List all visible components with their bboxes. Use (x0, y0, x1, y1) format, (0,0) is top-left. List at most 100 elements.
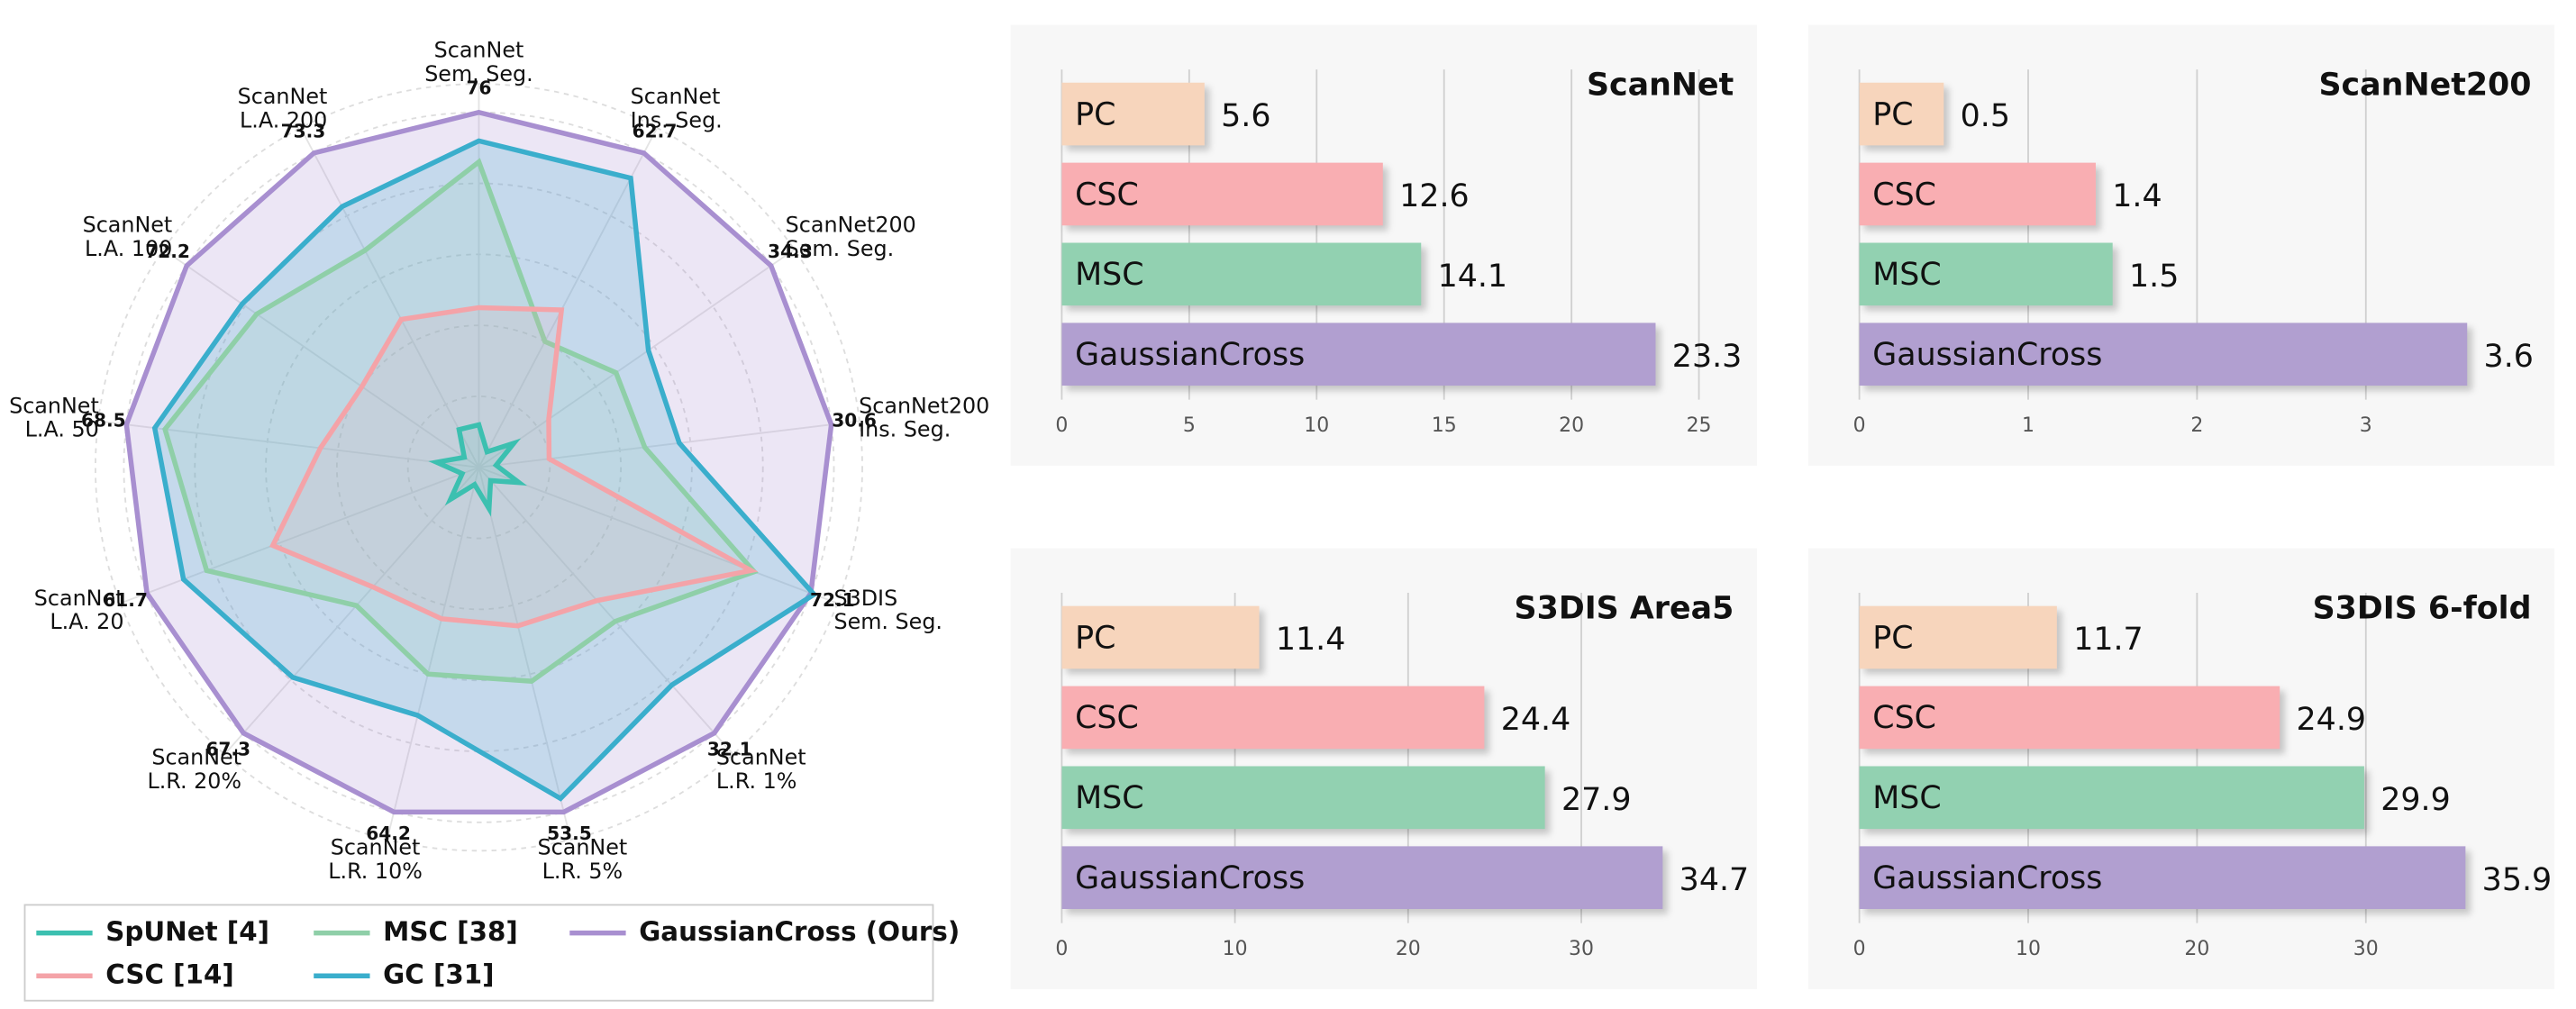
legend-label: GC [31] (383, 959, 494, 990)
radar-axis-label: ScanNet L.A. 20 (34, 585, 124, 633)
category-label: GaussianCross (1872, 337, 2102, 373)
value-label: 12.6 (1399, 178, 1470, 214)
radar-spoke (478, 467, 734, 755)
radar-spoke (120, 466, 479, 604)
x-tick-label: 15 (1432, 414, 1457, 437)
radar-value-label: 72.2 (145, 241, 190, 262)
x-tick-label: 30 (1569, 938, 1594, 960)
radar-axis-label: ScanNet Ins. Seg. (631, 84, 723, 132)
value-label: 1.4 (2112, 178, 2162, 214)
radar-spoke (386, 467, 480, 841)
category-label: MSC (1075, 780, 1143, 816)
category-label: CSC (1075, 700, 1139, 736)
category-label: CSC (1872, 700, 1936, 736)
value-label: 24.4 (1501, 702, 1571, 738)
x-tick-label: 5 (1183, 414, 1196, 437)
value-label: 35.9 (2482, 862, 2553, 898)
category-label: MSC (1872, 257, 1941, 293)
chart-title: S3DIS 6-fold (2313, 590, 2532, 626)
x-tick-label: 10 (1304, 414, 1329, 437)
radar-value-label: 76 (466, 77, 491, 99)
value-label: 27.9 (1561, 782, 1632, 818)
radar-spoke (478, 249, 796, 468)
category-label: GaussianCross (1872, 860, 2102, 896)
x-tick-label: 2 (2190, 414, 2203, 437)
category-label: GaussianCross (1075, 337, 1305, 373)
bar (1061, 766, 1545, 830)
value-label: 3.6 (2484, 339, 2534, 375)
legend-label: SpUNet [4] (105, 916, 269, 947)
radar-axis-label: ScanNet L.R. 10% (328, 834, 423, 883)
x-tick-label: 10 (2016, 938, 2041, 960)
category-label: GaussianCross (1075, 860, 1305, 896)
x-tick-label: 1 (2022, 414, 2034, 437)
x-tick-label: 3 (2360, 414, 2372, 437)
radar-value-label: 53.5 (547, 823, 592, 844)
chart-title: S3DIS Area5 (1515, 590, 1734, 626)
value-label: 11.7 (2073, 622, 2144, 658)
x-tick-label: 20 (2184, 938, 2209, 960)
radar-value-label: 73.3 (281, 121, 326, 142)
radar-axis-label: ScanNet L.R. 20% (147, 744, 241, 793)
radar-grid (335, 324, 623, 611)
radar-axis-label: ScanNet L.R. 1% (716, 744, 806, 793)
legend-label: GaussianCross (Ours) (639, 916, 960, 947)
radar-spoke (162, 249, 480, 468)
radar-value-label: 64.2 (366, 823, 411, 844)
x-tick-label: 20 (1396, 938, 1421, 960)
radar-spoke (223, 467, 480, 755)
bar (1061, 162, 1383, 226)
radar-value-label: 61.7 (103, 589, 148, 611)
radar-grid (123, 111, 835, 823)
radar-axis-label: S3DIS Sem. Seg. (833, 585, 942, 633)
chart-title: ScanNet (1587, 67, 1734, 103)
bar (1061, 846, 1663, 910)
chart-title: ScanNet200 (2318, 67, 2531, 103)
value-label: 0.5 (1961, 98, 2010, 134)
bar (1859, 162, 2096, 226)
x-tick-label: 0 (1055, 938, 1068, 960)
category-label: CSC (1075, 177, 1139, 213)
bar (1061, 605, 1260, 669)
radar-grid (406, 395, 551, 540)
value-label: 5.6 (1221, 98, 1270, 134)
radar-value-label: 32.1 (707, 738, 752, 759)
bar (1061, 82, 1205, 146)
category-label: CSC (1872, 177, 1936, 213)
radar-spoke (97, 420, 479, 468)
radar-axis-label: ScanNet Sem. Seg. (424, 37, 533, 86)
value-label: 34.7 (1679, 862, 1750, 898)
radar-axis-label: ScanNet L.A. 50 (9, 393, 99, 441)
x-tick-label: 0 (1853, 938, 1866, 960)
bar (1859, 686, 2280, 750)
x-tick-label: 20 (1559, 414, 1584, 437)
bar (1061, 323, 1656, 386)
legend-label: MSC [38] (383, 916, 518, 947)
radar-series (428, 422, 527, 517)
value-label: 1.5 (2129, 259, 2179, 295)
category-label: PC (1872, 620, 1913, 656)
bar (1859, 242, 2113, 306)
category-label: PC (1075, 96, 1115, 132)
bar (1859, 323, 2468, 386)
radar-value-label: 72.1 (810, 589, 855, 611)
radar-series (269, 305, 759, 629)
radar-axis-label: ScanNet L.A. 100 (83, 212, 173, 260)
x-tick-label: 25 (1687, 414, 1712, 437)
radar-value-label: 67.3 (205, 738, 250, 759)
radar-spoke (478, 466, 838, 604)
bar (1061, 242, 1422, 306)
legend-box (23, 904, 934, 1002)
category-label: PC (1872, 96, 1913, 132)
radar-axis-label: ScanNet L.A. 200 (238, 84, 328, 132)
radar-series (151, 138, 818, 802)
value-label: 14.1 (1438, 259, 1508, 295)
radar-spoke (299, 127, 480, 468)
bar (1859, 846, 2466, 910)
category-label: PC (1075, 620, 1115, 656)
bar (1061, 686, 1485, 750)
radar-spoke (478, 467, 572, 841)
legend-label: CSC [14] (105, 959, 233, 990)
radar-axis-label: ScanNet L.R. 5% (538, 834, 628, 883)
